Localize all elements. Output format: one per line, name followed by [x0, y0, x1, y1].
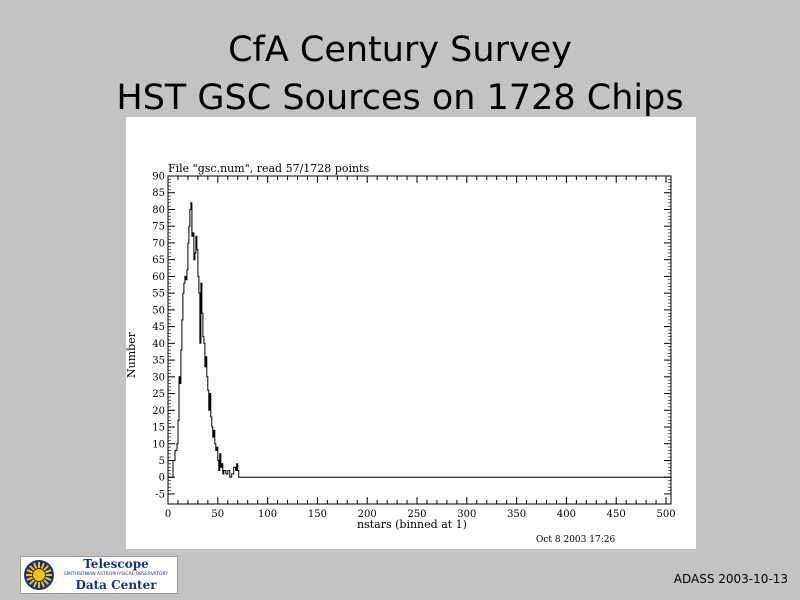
sun-ray	[26, 576, 33, 581]
y-tick-label: 10	[152, 439, 165, 450]
x-tick-label: 400	[557, 509, 576, 520]
y-tick-label: 45	[152, 322, 165, 333]
y-axis-label: Number	[126, 331, 138, 378]
x-tick-label: 200	[358, 509, 377, 520]
plot-timestamp: Oct 8 2003 17:26	[536, 535, 615, 545]
x-axis-label: nstars (binned at 1)	[357, 518, 467, 531]
x-tick-label: 50	[211, 509, 224, 520]
telescope-data-center-logo: Telescope SMITHSONIAN ASTROPHYSICAL OBSE…	[20, 556, 178, 594]
logo-text-telescope: Telescope	[83, 557, 149, 571]
sun-ray	[33, 581, 38, 588]
x-tick-label: 0	[165, 509, 171, 520]
y-tick-label: 75	[152, 222, 165, 233]
y-tick-label: 40	[152, 339, 165, 350]
y-tick-label: 0	[159, 473, 165, 484]
x-tick-label: 100	[258, 509, 277, 520]
x-tick-label: 300	[457, 509, 476, 520]
sun-ray	[40, 562, 45, 569]
sun-ray	[45, 576, 52, 581]
x-tick-label: 500	[656, 509, 675, 520]
sun-ray	[40, 581, 45, 588]
sun-ray	[33, 562, 38, 569]
y-tick-label: 15	[152, 423, 165, 434]
y-tick-label: 30	[152, 372, 165, 383]
logo-text-sao: SMITHSONIAN ASTROPHYSICAL OBSERVATORY	[63, 572, 169, 577]
x-tick-label: 150	[308, 509, 327, 520]
sun-ray	[45, 569, 52, 574]
slide-title-line-1: CfA Century Survey	[228, 30, 572, 70]
y-tick-label: 50	[152, 305, 165, 316]
y-tick-label: -5	[155, 489, 165, 500]
y-tick-label: 60	[152, 272, 165, 283]
y-tick-label: 55	[152, 289, 165, 300]
logo-text-data-center: Data Center	[75, 578, 157, 592]
y-tick-label: 20	[152, 406, 165, 417]
sun-ray	[26, 569, 33, 574]
footer-date: ADASS 2003-10-13	[673, 572, 788, 586]
y-tick-label: 65	[152, 255, 165, 266]
sun-ray	[43, 565, 49, 571]
y-tick-label: 5	[159, 456, 165, 467]
y-tick-label: 85	[152, 188, 165, 199]
y-tick-label: 70	[152, 238, 165, 249]
x-tick-label: 250	[407, 509, 426, 520]
y-tick-label: 25	[152, 389, 165, 400]
histogram-chart: File "gsc.num", read 57/1728 points 0 50 1…	[126, 162, 676, 545]
sun-icon	[24, 560, 54, 590]
slide-title: CfA Century Survey HST GSC Sources on 17…	[0, 26, 800, 122]
sun-ray	[29, 579, 35, 585]
x-tick-label: 350	[507, 509, 526, 520]
histogram-panel: File "gsc.num", read 57/1728 points 0 50 1…	[126, 117, 696, 549]
series-line	[168, 202, 671, 478]
sun-ray	[43, 579, 49, 585]
chart-title: File "gsc.num", read 57/1728 points	[168, 162, 369, 175]
sun-ray	[29, 565, 35, 571]
plot-frame	[167, 175, 672, 505]
y-tick-label: 80	[152, 205, 165, 216]
slide-title-line-2: HST GSC Sources on 1728 Chips	[116, 78, 684, 118]
x-tick-label: 450	[607, 509, 626, 520]
y-tick-label: 35	[152, 356, 165, 367]
y-tick-label: 90	[152, 172, 165, 183]
